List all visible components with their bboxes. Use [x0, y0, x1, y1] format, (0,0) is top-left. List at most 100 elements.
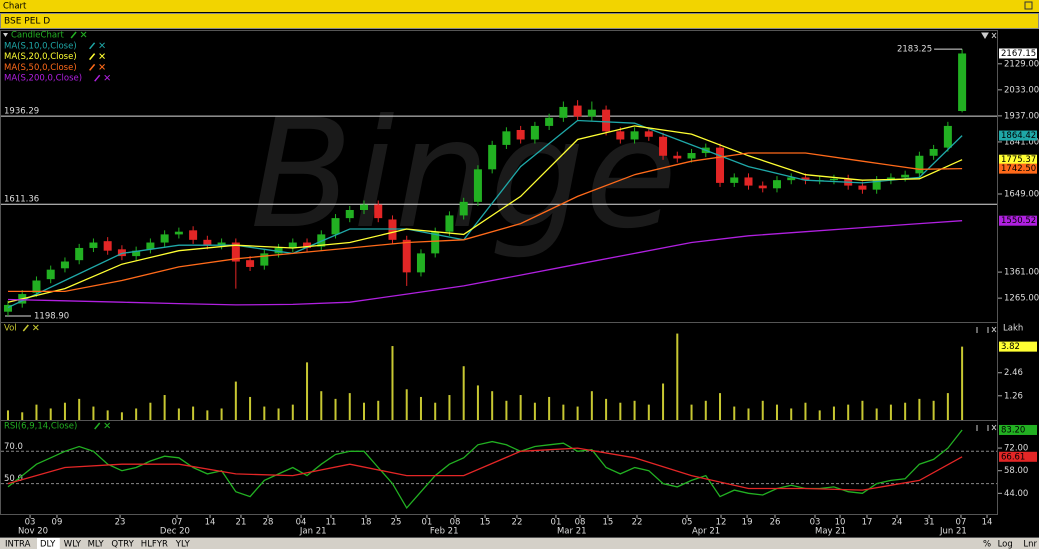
legend-remove-icon[interactable] [104, 74, 111, 81]
candle-body [744, 177, 753, 186]
legend-edit-icon[interactable] [89, 53, 96, 61]
legend-remove-icon[interactable] [104, 422, 111, 429]
legend-entry[interactable]: CandleChart [11, 31, 65, 41]
volume-bar [790, 408, 793, 420]
watermark: Binge [250, 88, 677, 262]
axis-value-tag-label: 1550.52 [1001, 216, 1036, 226]
volume-bar [704, 400, 707, 420]
indicator-line [7, 125, 963, 303]
candle-body [416, 253, 425, 273]
x-tick-label: 17 [862, 518, 873, 528]
volume-bar [391, 346, 394, 420]
panel-control-icon[interactable] [981, 32, 997, 39]
y-tick-label: 1841.00 [1004, 137, 1039, 147]
legend-entry[interactable]: Vol [4, 324, 17, 334]
scale-button[interactable]: Log [998, 540, 1013, 549]
legend-edit-icon[interactable] [94, 74, 101, 82]
reference-label: 70.0 [4, 442, 23, 452]
legend-edit-icon[interactable] [89, 63, 96, 71]
low-marker-label: 1198.90 [34, 312, 69, 322]
volume-bar [519, 395, 522, 420]
volume-bar [590, 391, 593, 420]
legend-edit-icon[interactable] [94, 422, 101, 430]
tab[interactable]: MLY [88, 540, 105, 549]
scale-button[interactable]: Lnr [1023, 540, 1037, 549]
candle-body [602, 109, 611, 132]
candle-body [687, 153, 696, 159]
tab[interactable]: INTRA [5, 540, 31, 549]
y-tick-label: 1.26 [1004, 391, 1023, 401]
volume-bar [49, 408, 52, 420]
volume-bar [163, 395, 166, 420]
legend-entry[interactable]: MA(S,200,0,Close) [4, 74, 82, 84]
panel-control-icon[interactable] [976, 326, 997, 333]
volume-bar [889, 404, 892, 420]
candle-body [231, 242, 240, 262]
candle-body [117, 249, 126, 257]
candle-body [644, 131, 653, 137]
legend-remove-icon[interactable] [80, 31, 87, 38]
y-tick-label: 1937.00 [1004, 111, 1039, 121]
volume-bar [419, 396, 422, 420]
candle-body [958, 53, 967, 112]
legend-edit-icon[interactable] [89, 42, 96, 50]
volume-bar [662, 383, 665, 420]
axis-value-tag [999, 451, 1037, 462]
candle-body [445, 215, 454, 232]
legend-edit-icon[interactable] [70, 31, 77, 39]
tab[interactable]: HLFYR [141, 540, 168, 549]
volume-bar [6, 410, 9, 420]
legend-remove-icon[interactable] [99, 64, 105, 70]
candle-body [60, 261, 69, 269]
x-tick-label: 23 [115, 518, 126, 528]
volume-bar [320, 391, 323, 420]
volume-bar [63, 402, 66, 420]
candle-body [217, 242, 226, 246]
scale-button[interactable]: % [983, 540, 991, 549]
volume-bar [192, 406, 195, 420]
reference-label: 1611.36 [4, 195, 39, 205]
volume-bar [135, 408, 138, 420]
x-tick-label: 03 [810, 518, 821, 528]
panel-control-icon[interactable] [976, 424, 997, 431]
legend-entry[interactable]: MA(S,10,0,Close) [4, 41, 77, 51]
candle-body [829, 178, 838, 181]
legend-remove-icon[interactable] [99, 42, 105, 49]
volume-bar [775, 404, 778, 420]
high-marker-label: 2183.25 [897, 45, 932, 55]
candle-body [89, 242, 98, 248]
legend-entry[interactable]: MA(S,50,0,Close) [4, 63, 77, 73]
candle-body [502, 131, 511, 145]
volume-bar [505, 400, 508, 420]
volume-bar [619, 402, 622, 420]
volume-bar [690, 404, 693, 420]
y-tick-label: 2129.00 [1004, 59, 1039, 69]
legend-remove-icon[interactable] [32, 324, 39, 331]
volume-bar [448, 395, 451, 420]
month-label: Apr 21 [692, 527, 720, 537]
volume-bar [277, 408, 280, 420]
x-tick-label: 15 [603, 518, 614, 528]
tab[interactable]: QTRY [111, 540, 134, 549]
candle-body [516, 129, 525, 140]
volume-bar [234, 381, 237, 420]
candle-body [274, 247, 283, 254]
tab[interactable]: DLY [40, 540, 56, 549]
legend-remove-icon[interactable] [99, 53, 105, 59]
window-button[interactable] [1024, 1, 1033, 10]
legend-edit-icon[interactable] [22, 324, 29, 332]
volume-bar [605, 398, 608, 420]
tab[interactable]: WLY [64, 540, 82, 549]
volume-bar [633, 400, 636, 420]
x-tick-label: 31 [924, 518, 935, 528]
tab[interactable]: YLY [175, 540, 191, 549]
legend-entry[interactable]: MA(S,20,0,Close) [4, 52, 77, 62]
candle-body [616, 131, 625, 140]
x-tick-label: 01 [551, 518, 562, 528]
legend-entry[interactable]: RSI(6,9,14,Close) [4, 422, 77, 432]
month-label: May 21 [815, 527, 846, 537]
candle-body [787, 177, 796, 181]
y-tick-label: 2.46 [1004, 368, 1023, 378]
axis-value-tag [999, 154, 1037, 165]
volume-bar [377, 400, 380, 420]
